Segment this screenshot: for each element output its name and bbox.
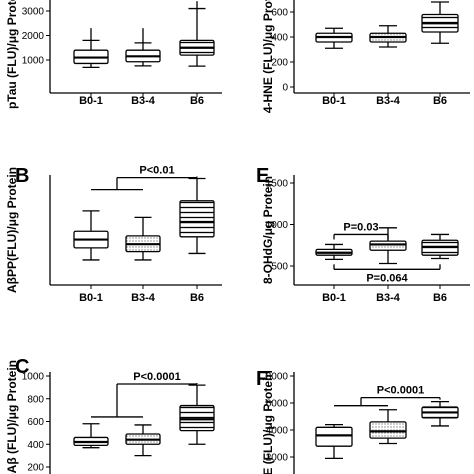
p-value-label: P<0.01 <box>139 165 174 177</box>
box-body <box>369 240 407 251</box>
y-tick-label: 2000 <box>266 453 289 464</box>
box-B6 <box>179 1 215 67</box>
box-B0-1 <box>73 423 109 449</box>
box-B0-1 <box>315 27 353 49</box>
category-label: B0-1 <box>79 292 103 304</box>
y-axis-label: pTau (FLU)/μg Protein <box>5 0 19 109</box>
p-value-label: P<0.0001 <box>133 371 180 383</box>
y-axis-label: 4-HNE (FLU)/μg Protein <box>261 0 275 113</box>
y-tick-label: 600 <box>27 417 44 428</box>
box-B0-1 <box>73 28 109 68</box>
box-B6 <box>179 384 215 445</box>
y-tick-label: 0 <box>282 83 288 94</box>
box-B3-4 <box>125 424 161 457</box>
y-tick-label: 400 <box>27 440 44 451</box>
y-tick-label: 2000 <box>22 31 45 42</box>
significance-annotation: P<0.01 <box>91 165 198 191</box>
category-label: B6 <box>433 292 447 304</box>
y-tick-label: 200 <box>27 463 44 474</box>
category-label: B3-4 <box>376 95 401 107</box>
significance-annotation: P=0.03 <box>333 221 389 240</box>
box-body <box>369 421 407 439</box>
y-tick-label: 1500 <box>266 179 289 190</box>
box-B3-4 <box>125 216 161 261</box>
panel-label: F <box>256 368 268 390</box>
y-axis-label: AβPP(FLU)/μg Protein <box>5 167 19 293</box>
box-body <box>179 404 215 432</box>
p-value-label: P=0.03 <box>343 221 378 233</box>
y-tick-label: 8000 <box>266 372 289 383</box>
significance-annotation: P<0.0001 <box>334 385 441 407</box>
y-axis-label: 8-OHdG/μg Protein <box>261 176 275 284</box>
box-B0-1 <box>73 210 109 261</box>
y-tick-label: 1000 <box>22 372 45 383</box>
box-B6 <box>421 233 459 260</box>
category-label: B6 <box>433 95 447 107</box>
y-tick-label: 800 <box>27 394 44 405</box>
p-value-label: P<0.0001 <box>377 385 424 397</box>
y-tick-label: 4000 <box>266 426 289 437</box>
category-label: B0-1 <box>79 95 103 107</box>
p-value-label: P=0.064 <box>366 272 408 284</box>
box-B6 <box>421 1 459 44</box>
category-label: B3-4 <box>376 292 401 304</box>
y-axis-label: E (FLU)/μg Protein <box>261 370 275 474</box>
y-tick-label: 1000 <box>266 220 289 231</box>
y-tick-label: 600 <box>271 8 288 19</box>
significance-annotation: P=0.064 <box>333 264 441 284</box>
y-tick-label: 500 <box>271 262 288 273</box>
box-B3-4 <box>369 25 407 48</box>
box-B6 <box>421 400 459 427</box>
y-tick-label: 200 <box>271 58 288 69</box>
y-tick-label: 3000 <box>22 7 45 18</box>
box-B0-1 <box>315 243 353 261</box>
category-label: B6 <box>190 292 204 304</box>
category-label: B0-1 <box>322 95 346 107</box>
category-label: B6 <box>190 95 204 107</box>
box-B3-4 <box>369 409 407 445</box>
box-B0-1 <box>315 423 353 460</box>
panel-label: C <box>15 356 29 378</box>
box-B3-4 <box>125 28 161 67</box>
box-B6 <box>179 177 215 255</box>
significance-annotation: P<0.0001 <box>91 371 198 418</box>
y-tick-label: 400 <box>271 33 288 44</box>
y-tick-label: 1000 <box>22 56 45 67</box>
y-tick-label: 6000 <box>266 399 289 410</box>
category-label: B0-1 <box>322 292 346 304</box>
y-axis-label: A-Aβ (FLU)/μg Protein <box>5 360 19 474</box>
panel-label: B <box>15 165 29 187</box>
box-body <box>179 200 215 238</box>
box-B3-4 <box>369 227 407 265</box>
panel-label: E <box>256 165 269 187</box>
box-body <box>315 426 353 447</box>
category-label: B3-4 <box>131 292 156 304</box>
category-label: B3-4 <box>131 95 156 107</box>
